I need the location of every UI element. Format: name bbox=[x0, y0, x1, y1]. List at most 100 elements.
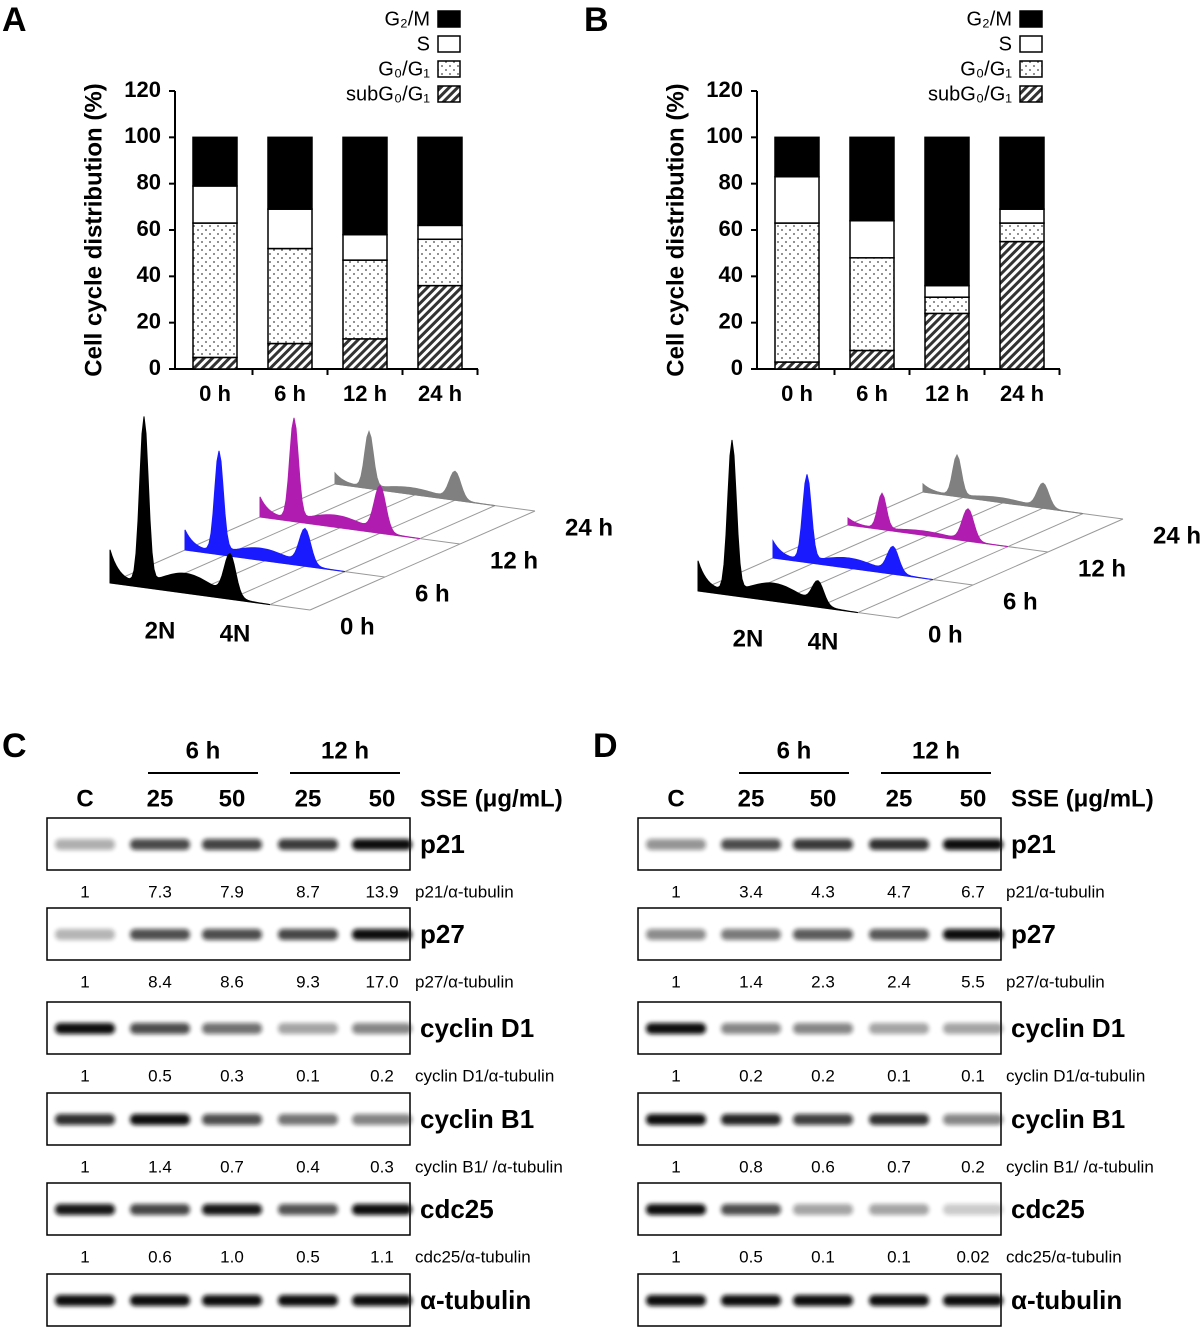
histogram bbox=[922, 453, 1084, 515]
ratio-value: 6.7 bbox=[961, 882, 985, 901]
band bbox=[721, 839, 781, 850]
ratio-value: 1.1 bbox=[370, 1247, 394, 1266]
ratio-value: 1.0 bbox=[220, 1247, 244, 1266]
time-header: 12 h bbox=[912, 737, 960, 764]
band bbox=[278, 1295, 338, 1306]
ratio-value: 0.4 bbox=[296, 1157, 320, 1176]
ratio-value: 0.2 bbox=[811, 1066, 835, 1085]
band bbox=[869, 1023, 929, 1034]
ratio-value: 1 bbox=[671, 972, 680, 991]
ratio-value: 0.1 bbox=[961, 1066, 985, 1085]
legend-label: S bbox=[999, 33, 1012, 55]
bar-segment bbox=[774, 136, 820, 178]
legend-label: G₂/M bbox=[384, 8, 430, 30]
band bbox=[278, 839, 338, 850]
band bbox=[793, 839, 853, 850]
band bbox=[646, 1204, 706, 1215]
ratio-value: 1.4 bbox=[739, 972, 763, 991]
time-label: 24 h bbox=[1153, 522, 1200, 549]
y-tick-label: 40 bbox=[719, 262, 743, 287]
ratio-value: 1 bbox=[671, 882, 680, 901]
bar-segment bbox=[267, 247, 313, 345]
legend-swatch bbox=[437, 35, 461, 53]
floor-line bbox=[857, 513, 1084, 614]
bar-segment bbox=[849, 219, 895, 259]
bar-segment bbox=[417, 238, 463, 287]
ratio-value: 0.7 bbox=[220, 1157, 244, 1176]
y-tick-label: 0 bbox=[149, 355, 161, 380]
x-tick-label: 0 h bbox=[199, 381, 231, 406]
ratio-value: 0.02 bbox=[956, 1247, 989, 1266]
ratio-value: 1 bbox=[671, 1157, 680, 1176]
y-tick-label: 20 bbox=[719, 308, 743, 333]
legend-label: G₂/M bbox=[966, 8, 1012, 30]
x-tick-label: 12 h bbox=[343, 381, 387, 406]
histogram bbox=[184, 450, 346, 573]
band bbox=[130, 1023, 190, 1034]
ratio-value: 4.3 bbox=[811, 882, 835, 901]
lane-label: 25 bbox=[147, 785, 174, 812]
x-tick-label: 12 h bbox=[925, 381, 969, 406]
bar-segment bbox=[192, 356, 238, 370]
bar-segment bbox=[192, 222, 238, 359]
histogram bbox=[697, 439, 859, 614]
y-tick-label: 80 bbox=[719, 169, 743, 194]
ratio-value: 0.5 bbox=[739, 1247, 763, 1266]
band bbox=[869, 929, 929, 940]
ratio-value: 2.4 bbox=[887, 972, 911, 991]
band bbox=[352, 839, 412, 850]
band bbox=[130, 1295, 190, 1306]
ratio-value: 0.1 bbox=[887, 1247, 911, 1266]
ratio-label: cyclin D1/α-tubulin bbox=[1006, 1066, 1145, 1085]
band bbox=[202, 1114, 262, 1125]
time-header: 6 h bbox=[777, 737, 812, 764]
bar-segment bbox=[999, 240, 1045, 370]
ratio-value: 0.6 bbox=[148, 1247, 172, 1266]
band bbox=[130, 929, 190, 940]
band bbox=[646, 1114, 706, 1125]
band bbox=[943, 929, 1003, 940]
band bbox=[202, 1023, 262, 1034]
time-label: 0 h bbox=[928, 621, 963, 648]
legend-label: G₀/G₁ bbox=[378, 58, 430, 80]
band bbox=[352, 1023, 412, 1034]
bar-segment bbox=[999, 208, 1045, 224]
time-label: 12 h bbox=[1078, 555, 1126, 582]
x-tick-label: 0 h bbox=[781, 381, 813, 406]
ratio-value: 0.2 bbox=[961, 1157, 985, 1176]
legend-swatch bbox=[1019, 10, 1043, 28]
ratio-label: p27/α-tubulin bbox=[415, 972, 514, 991]
band bbox=[202, 839, 262, 850]
protein-name: cyclin D1 bbox=[1011, 1013, 1125, 1043]
band bbox=[55, 1204, 115, 1215]
lane-label: 50 bbox=[960, 785, 987, 812]
y-tick-label: 0 bbox=[731, 355, 743, 380]
bar-segment bbox=[342, 136, 388, 236]
band bbox=[943, 1295, 1003, 1306]
ratio-value: 0.1 bbox=[811, 1247, 835, 1266]
floor-line bbox=[897, 518, 1124, 619]
legend-swatch bbox=[1019, 85, 1043, 103]
band bbox=[943, 839, 1003, 850]
legend-label: subG₀/G₁ bbox=[928, 83, 1012, 105]
band bbox=[352, 1204, 412, 1215]
band bbox=[130, 1204, 190, 1215]
band bbox=[646, 1295, 706, 1306]
floor-line bbox=[817, 507, 1044, 608]
ratio-value: 1 bbox=[80, 1066, 89, 1085]
band bbox=[352, 929, 412, 940]
ratio-value: 0.5 bbox=[148, 1066, 172, 1085]
ratio-label: cdc25/α-tubulin bbox=[415, 1247, 531, 1266]
protein-name: cyclin D1 bbox=[420, 1013, 534, 1043]
bar-segment bbox=[417, 284, 463, 370]
bar-segment bbox=[924, 136, 970, 287]
band bbox=[869, 1295, 929, 1306]
bar-segment bbox=[999, 222, 1045, 243]
time-label: 6 h bbox=[415, 580, 450, 607]
y-axis-label: Cell cycle distribution (%) bbox=[662, 83, 689, 376]
band bbox=[352, 1114, 412, 1125]
ratio-label: cyclin B1/ /α-tubulin bbox=[1006, 1157, 1154, 1176]
protein-name: p21 bbox=[1011, 829, 1056, 859]
ratio-value: 8.6 bbox=[220, 972, 244, 991]
